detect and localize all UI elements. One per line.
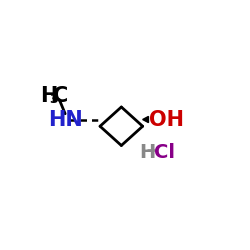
Polygon shape — [143, 116, 148, 122]
Text: HN: HN — [48, 110, 82, 130]
Text: OH: OH — [149, 110, 184, 130]
Text: 3: 3 — [49, 93, 58, 106]
Text: Cl: Cl — [154, 143, 175, 162]
Text: C: C — [53, 86, 68, 106]
Text: H: H — [40, 86, 57, 106]
Text: H: H — [139, 143, 155, 162]
